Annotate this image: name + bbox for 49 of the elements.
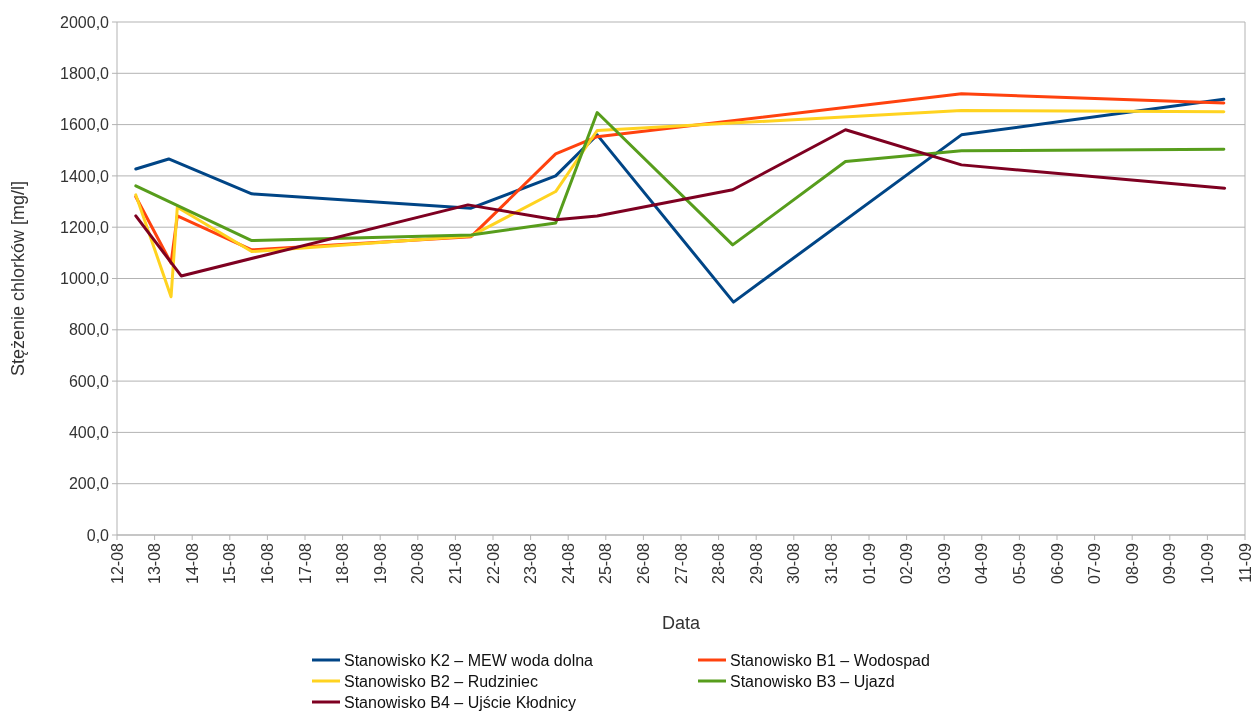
y-tick-label: 0,0 <box>86 526 110 544</box>
x-tick-label: 02-09 <box>898 542 916 584</box>
y-tick-label: 1000,0 <box>60 270 110 288</box>
y-axis-title: Stężenie chlorków [mg/l] <box>8 180 28 377</box>
x-tick-label: 24-08 <box>559 542 577 584</box>
y-tick-label: 1800,0 <box>60 64 110 82</box>
x-tick-label: 01-09 <box>860 542 878 584</box>
x-tick-label: 20-08 <box>409 542 427 584</box>
x-tick-label: 03-09 <box>935 542 953 584</box>
legend-label: Stanowisko B3 – Ujazd <box>730 672 895 690</box>
x-tick-label: 19-08 <box>371 542 389 584</box>
x-tick-label: 12-08 <box>108 542 126 584</box>
y-tick-label: 1400,0 <box>60 167 110 185</box>
y-tick-label: 200,0 <box>68 475 110 493</box>
legend-label: Stanowisko B1 – Wodospad <box>730 651 930 669</box>
x-tick-label: 29-08 <box>747 542 765 584</box>
y-tick-label: 2000,0 <box>60 13 110 31</box>
x-tick-label: 04-09 <box>973 542 991 584</box>
y-tick-label: 600,0 <box>68 372 110 390</box>
x-tick-label: 11-09 <box>1236 542 1254 583</box>
x-tick-label: 08-09 <box>1123 542 1141 584</box>
x-tick-label: 14-08 <box>183 542 201 584</box>
x-tick-label: 09-09 <box>1161 542 1179 584</box>
x-tick-label: 15-08 <box>221 542 239 584</box>
legend-label: Stanowisko B2 – Rudziniec <box>344 672 538 690</box>
x-tick-label: 10-09 <box>1199 542 1216 584</box>
x-tick-label: 18-08 <box>334 542 352 584</box>
x-tick-label: 23-08 <box>522 542 540 584</box>
y-tick-label: 1600,0 <box>60 116 110 134</box>
x-tick-label: 17-08 <box>296 542 314 584</box>
legend-label: Stanowisko B4 – Ujście Kłodnicy <box>344 693 577 711</box>
x-tick-label: 07-09 <box>1086 542 1104 584</box>
x-tick-label: 13-08 <box>146 542 164 584</box>
legend-label: Stanowisko K2 – MEW woda dolna <box>344 651 594 669</box>
y-tick-label: 400,0 <box>68 424 110 441</box>
y-tick-label: 1200,0 <box>60 218 110 236</box>
x-tick-label: 25-08 <box>597 542 615 584</box>
x-tick-label: 16-08 <box>259 542 276 584</box>
x-tick-label: 06-09 <box>1048 542 1066 584</box>
x-tick-label: 05-09 <box>1011 542 1028 584</box>
x-tick-label: 28-08 <box>710 542 728 584</box>
x-tick-label: 26-08 <box>635 542 652 584</box>
x-tick-label: 21-08 <box>447 542 464 584</box>
x-tick-label: 27-08 <box>672 542 690 584</box>
x-tick-label: 30-08 <box>785 542 803 584</box>
y-tick-label: 800,0 <box>68 321 110 339</box>
x-tick-label: 22-08 <box>484 542 502 584</box>
x-tick-label: 31-08 <box>823 542 840 584</box>
x-axis-title: Data <box>661 613 701 633</box>
